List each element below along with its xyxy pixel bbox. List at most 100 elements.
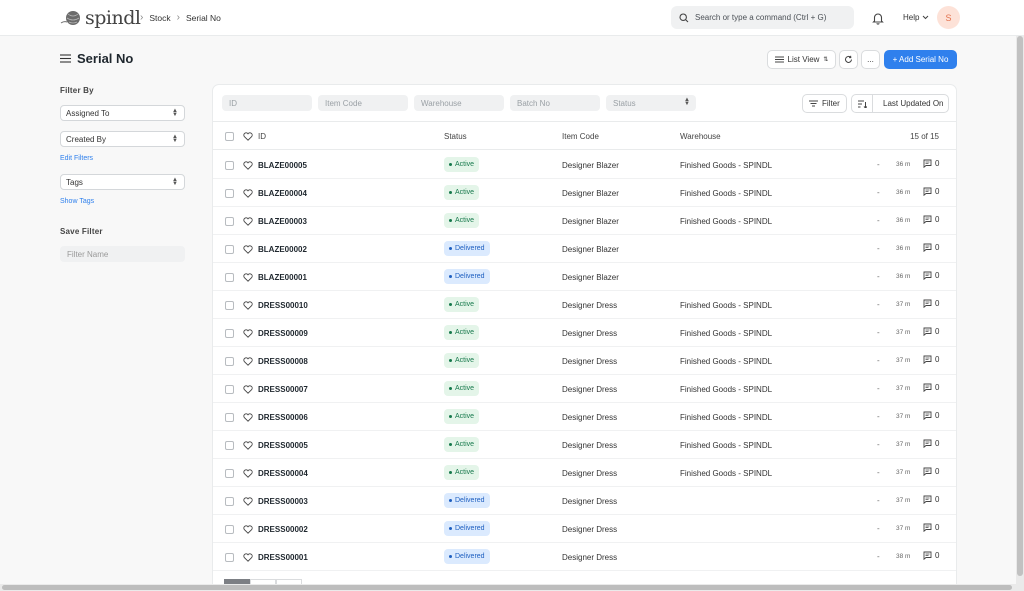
created-by-select[interactable]: Created By ▲ ▼ — [60, 131, 185, 147]
avatar[interactable]: S — [937, 6, 960, 29]
tags-select[interactable]: Tags ▲ ▼ — [60, 174, 185, 190]
comment-count[interactable]: 0 — [923, 299, 939, 308]
serial-no-link[interactable]: DRESS00008 — [258, 357, 308, 366]
serial-no-link[interactable]: DRESS00001 — [258, 553, 308, 562]
sort-control[interactable]: Last Updated On — [851, 94, 949, 113]
column-status[interactable]: Status — [444, 132, 467, 141]
table-row[interactable]: BLAZE00003 Active Designer Blazer Finished … — [213, 207, 956, 235]
app-logo[interactable]: spindl — [60, 7, 141, 29]
help-menu[interactable]: Help — [903, 13, 929, 22]
row-checkbox[interactable] — [225, 441, 234, 450]
scrollbar-thumb[interactable] — [2, 585, 1012, 590]
serial-no-link[interactable]: DRESS00004 — [258, 469, 308, 478]
serial-no-link[interactable]: BLAZE00004 — [258, 189, 307, 198]
comment-count[interactable]: 0 — [923, 495, 939, 504]
row-checkbox[interactable] — [225, 329, 234, 338]
heart-icon[interactable] — [243, 413, 253, 422]
filter-name-input[interactable]: Filter Name — [60, 246, 185, 262]
select-all-checkbox[interactable] — [225, 132, 234, 141]
row-checkbox[interactable] — [225, 413, 234, 422]
comment-count[interactable]: 0 — [923, 243, 939, 252]
row-checkbox[interactable] — [225, 553, 234, 562]
serial-no-link[interactable]: BLAZE00003 — [258, 217, 307, 226]
column-warehouse[interactable]: Warehouse — [680, 132, 721, 141]
heart-icon[interactable] — [243, 245, 253, 254]
table-row[interactable]: DRESS00004 Active Designer Dress Finished G… — [213, 459, 956, 487]
list-view-button[interactable]: List View ⇅ — [767, 50, 836, 69]
heart-icon[interactable] — [243, 497, 253, 506]
bell-icon[interactable] — [871, 11, 885, 25]
table-row[interactable]: BLAZE00004 Active Designer Blazer Finished … — [213, 179, 956, 207]
filter-button[interactable]: Filter — [802, 94, 847, 113]
heart-icon[interactable] — [243, 385, 253, 394]
vertical-scrollbar[interactable] — [1016, 36, 1024, 591]
batch-no-filter-input[interactable]: Batch No — [510, 95, 600, 111]
heart-icon[interactable] — [243, 469, 253, 478]
row-checkbox[interactable] — [225, 385, 234, 394]
serial-no-link[interactable]: BLAZE00001 — [258, 273, 307, 282]
table-row[interactable]: DRESS00006 Active Designer Dress Finished G… — [213, 403, 956, 431]
table-row[interactable]: BLAZE00001 Delivered Designer Blazer - 36 m 0 — [213, 263, 956, 291]
heart-icon[interactable] — [243, 553, 253, 562]
table-row[interactable]: DRESS00002 Delivered Designer Dress - 37 m 0 — [213, 515, 956, 543]
row-checkbox[interactable] — [225, 273, 234, 282]
table-row[interactable]: BLAZE00005 Active Designer Blazer Finished … — [213, 151, 956, 179]
comment-count[interactable]: 0 — [923, 215, 939, 224]
more-options-button[interactable]: ... — [861, 50, 880, 69]
show-tags-link[interactable]: Show Tags — [60, 198, 95, 205]
heart-icon[interactable] — [243, 273, 253, 282]
comment-count[interactable]: 0 — [923, 159, 939, 168]
table-row[interactable]: DRESS00005 Active Designer Dress Finished G… — [213, 431, 956, 459]
row-checkbox[interactable] — [225, 525, 234, 534]
search-bar[interactable]: Search or type a command (Ctrl + G) — [671, 6, 854, 29]
row-checkbox[interactable] — [225, 161, 234, 170]
serial-no-link[interactable]: BLAZE00002 — [258, 245, 307, 254]
table-row[interactable]: DRESS00008 Active Designer Dress Finished G… — [213, 347, 956, 375]
horizontal-scrollbar[interactable] — [0, 584, 1016, 591]
comment-count[interactable]: 0 — [923, 467, 939, 476]
hamburger-icon[interactable] — [60, 54, 71, 63]
column-id[interactable]: ID — [258, 132, 266, 141]
column-item-code[interactable]: Item Code — [562, 132, 599, 141]
comment-count[interactable]: 0 — [923, 187, 939, 196]
comment-count[interactable]: 0 — [923, 439, 939, 448]
row-checkbox[interactable] — [225, 357, 234, 366]
serial-no-link[interactable]: BLAZE00005 — [258, 161, 307, 170]
comment-count[interactable]: 0 — [923, 327, 939, 336]
heart-icon[interactable] — [243, 525, 253, 534]
heart-icon[interactable] — [243, 217, 253, 226]
heart-icon[interactable] — [243, 357, 253, 366]
table-row[interactable]: DRESS00010 Active Designer Dress Finished G… — [213, 291, 956, 319]
scrollbar-thumb[interactable] — [1017, 36, 1023, 576]
edit-filters-link[interactable]: Edit Filters — [60, 155, 94, 162]
table-row[interactable]: DRESS00001 Delivered Designer Dress - 38 m 0 — [213, 543, 956, 571]
table-row[interactable]: BLAZE00002 Delivered Designer Blazer - 36 m 0 — [213, 235, 956, 263]
row-checkbox[interactable] — [225, 245, 234, 254]
heart-icon[interactable] — [243, 301, 253, 310]
status-filter-select[interactable]: Status ▲ ▼ — [606, 95, 696, 111]
serial-no-link[interactable]: DRESS00007 — [258, 385, 308, 394]
id-filter-input[interactable]: ID — [222, 95, 312, 111]
row-checkbox[interactable] — [225, 301, 234, 310]
assigned-to-select[interactable]: Assigned To ▲ ▼ — [60, 105, 185, 121]
heart-icon[interactable] — [243, 132, 253, 141]
heart-icon[interactable] — [243, 161, 253, 170]
serial-no-link[interactable]: DRESS00005 — [258, 441, 308, 450]
serial-no-link[interactable]: DRESS00006 — [258, 413, 308, 422]
comment-count[interactable]: 0 — [923, 411, 939, 420]
table-row[interactable]: DRESS00003 Delivered Designer Dress - 37 m 0 — [213, 487, 956, 515]
serial-no-link[interactable]: DRESS00009 — [258, 329, 308, 338]
comment-count[interactable]: 0 — [923, 355, 939, 364]
serial-no-link[interactable]: DRESS00010 — [258, 301, 308, 310]
row-checkbox[interactable] — [225, 217, 234, 226]
warehouse-filter-input[interactable]: Warehouse — [414, 95, 504, 111]
row-checkbox[interactable] — [225, 497, 234, 506]
row-checkbox[interactable] — [225, 469, 234, 478]
add-serial-no-button[interactable]: + Add Serial No — [884, 50, 957, 69]
serial-no-link[interactable]: DRESS00002 — [258, 525, 308, 534]
table-row[interactable]: DRESS00007 Active Designer Dress Finished G… — [213, 375, 956, 403]
heart-icon[interactable] — [243, 189, 253, 198]
refresh-button[interactable] — [839, 50, 858, 69]
serial-no-link[interactable]: DRESS00003 — [258, 497, 308, 506]
comment-count[interactable]: 0 — [923, 271, 939, 280]
